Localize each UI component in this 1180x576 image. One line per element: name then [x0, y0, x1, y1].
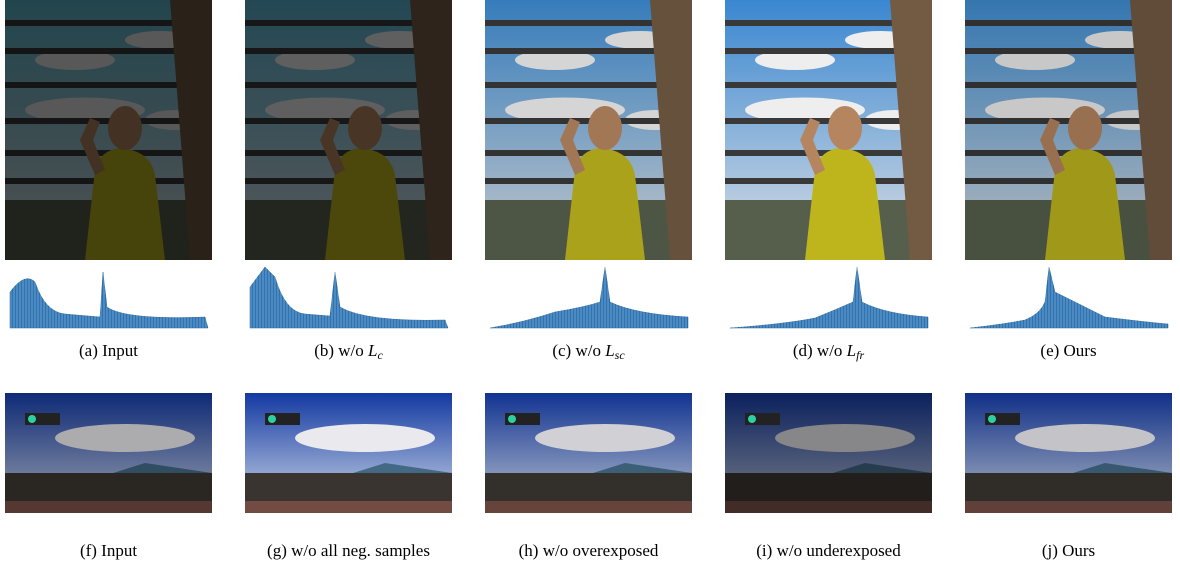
caption-subscript: sc	[615, 348, 625, 362]
cloud	[535, 424, 675, 452]
caption-tag: (c)	[552, 341, 571, 360]
caption-tag: (d)	[793, 341, 813, 360]
histogram-shape	[970, 267, 1168, 328]
caption: (e) Ours	[949, 341, 1180, 361]
caption-text: w/o overexposed	[543, 541, 659, 560]
head	[828, 106, 862, 150]
caption-text: w/o	[575, 341, 601, 360]
caption-tag: (b)	[314, 341, 334, 360]
crowd	[965, 501, 1172, 513]
cloud	[1015, 424, 1155, 452]
caption-tag: (h)	[519, 541, 539, 560]
caption: (c) w/o Lsc	[469, 341, 709, 363]
histogram-shape	[730, 267, 928, 328]
photo	[5, 393, 212, 513]
head	[1068, 106, 1102, 150]
head	[588, 106, 622, 150]
caption-tag: (e)	[1040, 341, 1059, 360]
signal-light	[748, 415, 756, 423]
photo	[725, 0, 932, 260]
head	[348, 106, 382, 150]
caption-text: w/o all neg. samples	[291, 541, 430, 560]
caption-math: L	[847, 341, 856, 360]
caption-text: w/o	[338, 341, 364, 360]
photo	[485, 393, 692, 513]
signal-light	[268, 415, 276, 423]
caption-tag: (a)	[79, 341, 98, 360]
caption-tag: (j)	[1042, 541, 1058, 560]
photo	[725, 393, 932, 513]
cloud	[55, 424, 195, 452]
photo	[245, 393, 452, 513]
crowd	[5, 501, 212, 513]
caption-math: L	[605, 341, 614, 360]
caption: (i) w/o underexposed	[709, 541, 949, 561]
photo	[245, 0, 452, 260]
cloud	[775, 424, 915, 452]
histogram-shape	[250, 267, 448, 328]
caption-subscript: fr	[856, 348, 864, 362]
caption: (d) w/o Lfr	[709, 341, 949, 363]
signal-light	[508, 415, 516, 423]
caption-tag: (g)	[267, 541, 287, 560]
histogram	[725, 262, 932, 330]
photo	[485, 0, 692, 260]
signal-light	[988, 415, 996, 423]
caption-tag: (i)	[756, 541, 772, 560]
caption: (f) Input	[0, 541, 229, 561]
crowd	[725, 501, 932, 513]
caption-tag: (f)	[80, 541, 97, 560]
crowd	[485, 501, 692, 513]
caption-text: Input	[101, 541, 137, 560]
caption-text: Input	[102, 341, 138, 360]
head	[108, 106, 142, 150]
caption: (h) w/o overexposed	[469, 541, 709, 561]
caption: (b) w/o Lc	[229, 341, 469, 363]
photo	[965, 393, 1172, 513]
crowd	[245, 501, 452, 513]
caption-text: Ours	[1064, 341, 1097, 360]
photo	[5, 0, 212, 260]
figure: (a) Input(f) Input(b) w/o Lc(g) w/o all …	[0, 0, 1180, 576]
caption: (j) Ours	[949, 541, 1180, 561]
histogram-shape	[490, 267, 688, 328]
caption-text: Ours	[1062, 541, 1095, 560]
caption: (g) w/o all neg. samples	[229, 541, 469, 561]
histogram	[245, 262, 452, 330]
caption-text: w/o	[817, 341, 843, 360]
histogram-shape	[10, 272, 208, 328]
histogram	[965, 262, 1172, 330]
caption: (a) Input	[0, 341, 229, 361]
histogram	[485, 262, 692, 330]
caption-text: w/o underexposed	[777, 541, 901, 560]
caption-subscript: c	[377, 348, 382, 362]
histogram	[5, 262, 212, 330]
signal-light	[28, 415, 36, 423]
cloud	[295, 424, 435, 452]
photo	[965, 0, 1172, 260]
